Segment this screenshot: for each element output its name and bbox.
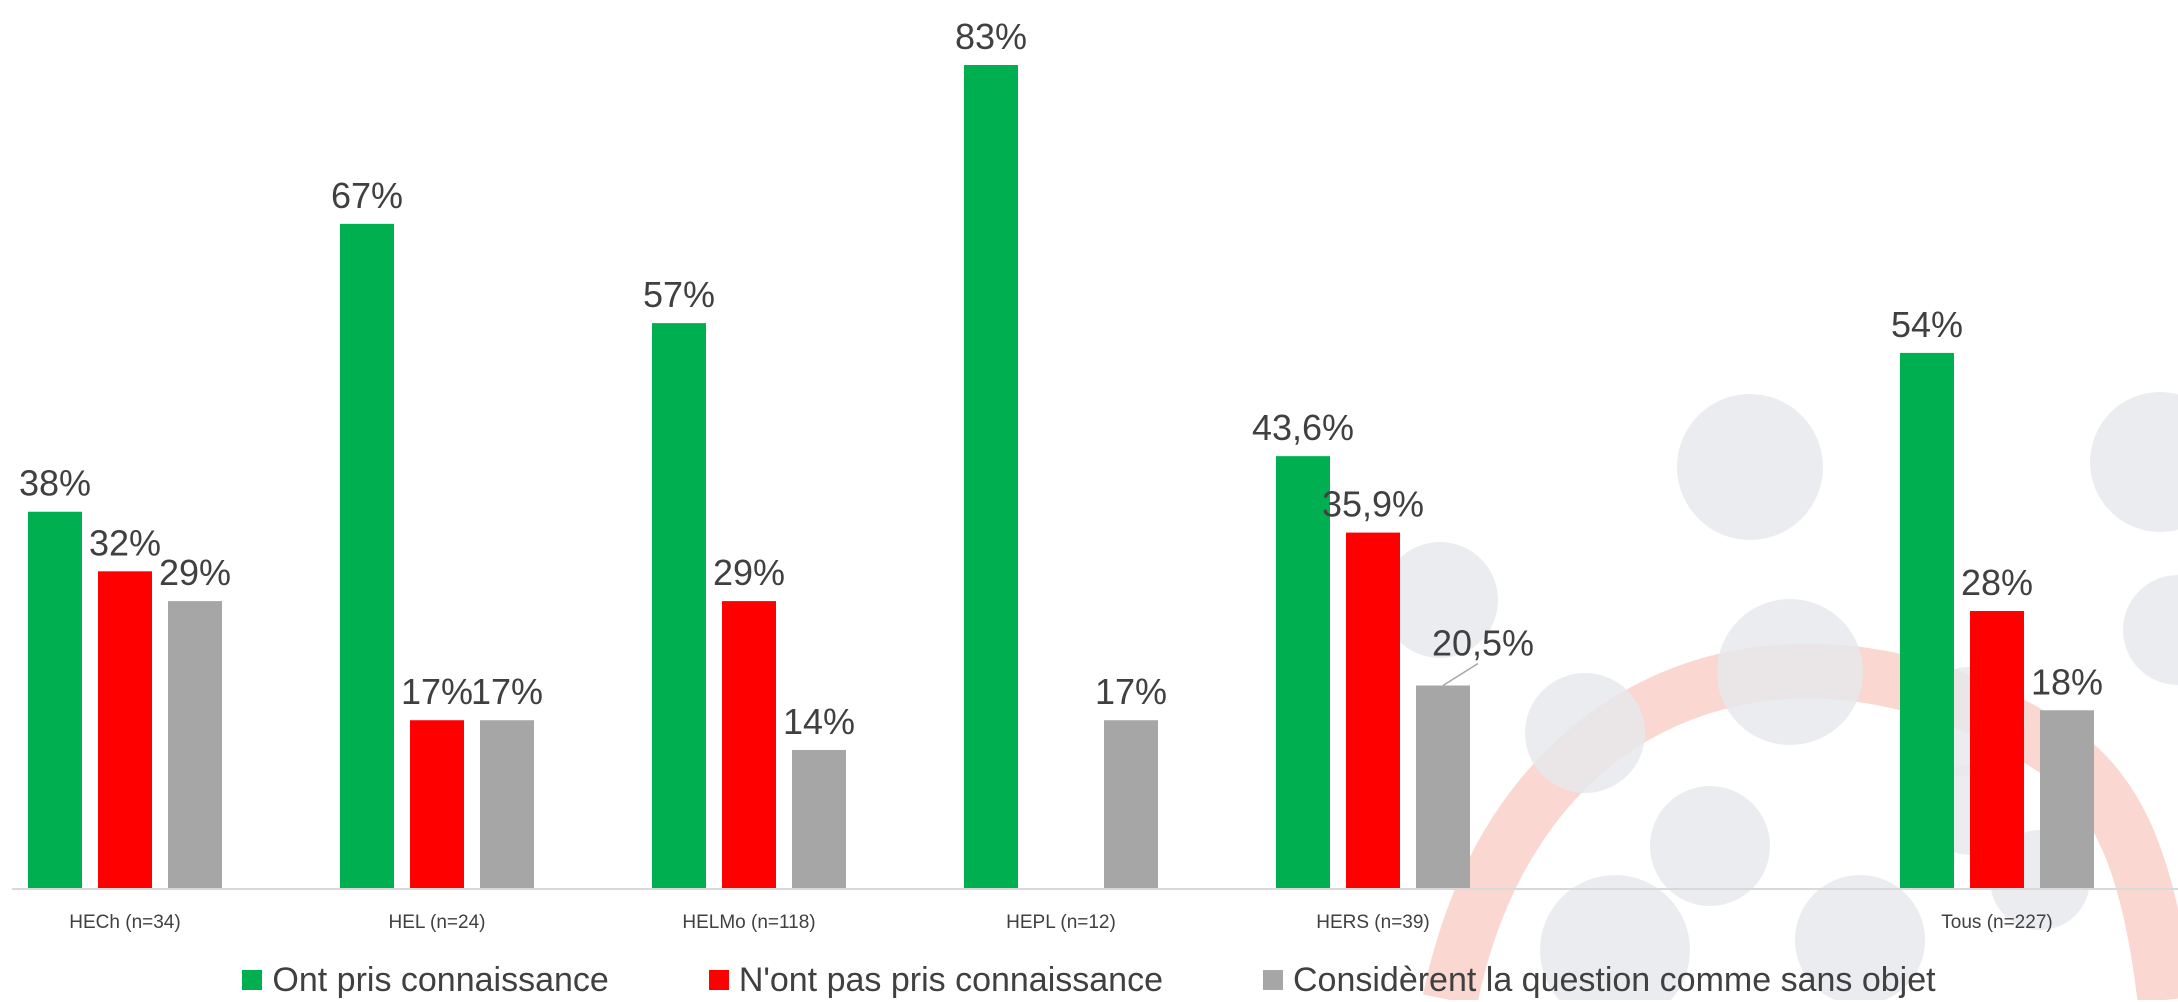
bar (1416, 685, 1470, 889)
legend-item-nont-pas-pris: N'ont pas pris connaissance (709, 961, 1163, 1000)
bar (28, 512, 82, 889)
bar (1900, 353, 1954, 889)
x-tick-label: HERS (n=39) (1316, 912, 1430, 933)
leader-lines (1443, 663, 1478, 685)
data-label: 83% (955, 16, 1027, 57)
bar (98, 571, 152, 889)
x-tick-label: Tous (n=227) (1941, 912, 2052, 933)
bar (480, 720, 534, 889)
data-label: 57% (643, 274, 715, 315)
data-label: 28% (1961, 562, 2033, 603)
legend-label: N'ont pas pris connaissance (739, 961, 1163, 1000)
data-label: 29% (159, 552, 231, 593)
data-label: 29% (713, 552, 785, 593)
x-tick-label: HELMo (n=118) (682, 912, 815, 933)
data-label: 35,9% (1322, 484, 1424, 525)
bar (410, 720, 464, 889)
legend-swatch-red (709, 970, 729, 990)
data-label: 17% (471, 671, 543, 712)
decor-circle (1525, 673, 1645, 793)
data-label: 14% (783, 701, 855, 742)
legend-item-ont-pris: Ont pris connaissance (242, 961, 608, 1000)
bar (722, 601, 776, 889)
legend: Ont pris connaissance N'ont pas pris con… (0, 958, 2178, 1002)
x-tick-labels: HECh (n=34) HEL (n=24) HELMo (n=118) HEPL (… (69, 912, 2052, 933)
bar (168, 601, 222, 889)
legend-label: Considèrent la question comme sans objet (1293, 961, 1936, 1000)
legend-swatch-gray (1263, 970, 1283, 990)
bar (2040, 710, 2094, 889)
legend-item-sans-objet: Considèrent la question comme sans objet (1263, 961, 1936, 1000)
bar (1346, 533, 1400, 889)
data-label: 20,5% (1432, 622, 1534, 663)
bar (652, 323, 706, 889)
x-tick-label: HEPL (n=12) (1006, 912, 1116, 933)
bar (1970, 611, 2024, 889)
data-label: 43,6% (1252, 407, 1354, 448)
data-label: 67% (331, 175, 403, 216)
bar (340, 224, 394, 889)
x-tick-label: HEL (n=24) (389, 912, 486, 933)
bar (964, 65, 1018, 889)
data-label: 17% (401, 671, 473, 712)
data-label: 17% (1095, 671, 1167, 712)
bar (1104, 720, 1158, 889)
decor-circle (2090, 392, 2178, 532)
x-tick-label: HECh (n=34) (69, 912, 180, 933)
data-label: 38% (19, 463, 91, 504)
legend-label: Ont pris connaissance (272, 961, 608, 1000)
data-label: 54% (1891, 304, 1963, 345)
decor-circle (1677, 394, 1823, 540)
leader-line (1443, 663, 1478, 685)
decor-circle (1717, 599, 1863, 745)
data-label: 18% (2031, 661, 2103, 702)
data-label: 32% (89, 522, 161, 563)
legend-swatch-green (242, 970, 262, 990)
bar (792, 750, 846, 889)
decor-circle (2123, 575, 2178, 685)
